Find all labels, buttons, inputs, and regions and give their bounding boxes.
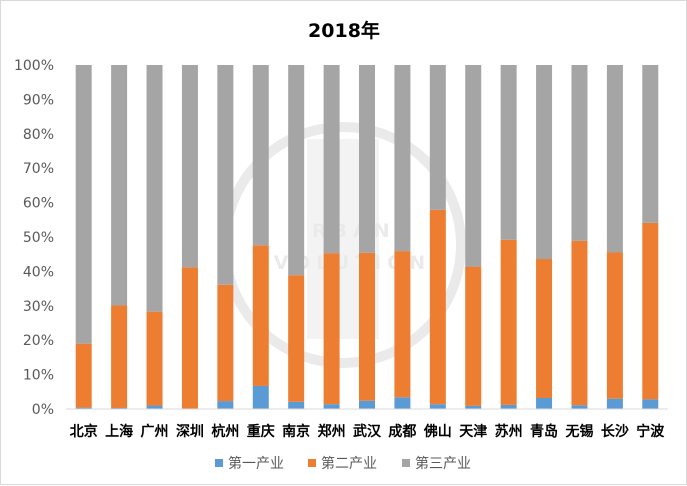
bar-segment <box>217 285 233 401</box>
bar-segment <box>359 253 375 401</box>
bar-segment <box>465 65 481 267</box>
x-tick-label: 武汉 <box>353 423 382 440</box>
x-tick-label: 苏州 <box>495 423 523 440</box>
bar-segment <box>430 404 446 409</box>
bar-segment <box>217 401 233 409</box>
y-tick-label: 30% <box>23 299 54 315</box>
y-tick-label: 20% <box>23 333 54 349</box>
bar-segment <box>571 405 587 409</box>
bar-segment <box>253 245 269 386</box>
bar-segment <box>394 251 410 397</box>
bar-segment <box>642 399 658 409</box>
legend-label: 第二产业 <box>321 455 377 472</box>
legend-label: 第三产业 <box>415 455 471 472</box>
bar-segment <box>536 259 552 398</box>
x-tick-label: 深圳 <box>176 423 204 440</box>
bar-segment <box>359 401 375 409</box>
bar-segment <box>607 399 623 409</box>
bar-segment <box>536 398 552 409</box>
y-tick-label: 0% <box>32 402 54 418</box>
bar-segment <box>147 65 163 312</box>
bar-segment <box>430 65 446 210</box>
bar-segment <box>182 65 198 267</box>
y-axis: 0% 10% 20% 30% 40% 50% 60% 70% 80% 90% 100% <box>14 58 54 418</box>
bar-segment <box>607 252 623 398</box>
x-axis: 北京上海广州深圳杭州重庆南京郑州武汉成都佛山天津苏州青岛无锡长沙宁波 <box>70 423 666 440</box>
x-tick-label: 青岛 <box>530 423 558 440</box>
bar-segment <box>536 65 552 259</box>
y-tick-label: 100% <box>14 58 54 74</box>
y-tick-label: 70% <box>23 161 54 177</box>
bar-segment <box>182 267 198 408</box>
x-tick-label: 宁波 <box>636 423 665 440</box>
bar-segment <box>288 402 304 409</box>
bar-segment <box>76 65 92 344</box>
y-tick-label: 80% <box>23 127 54 143</box>
bar-segment <box>111 305 127 408</box>
x-tick-label: 杭州 <box>211 423 239 440</box>
svg-text:URBAN: URBAN <box>290 220 395 242</box>
bar-segment <box>501 240 517 405</box>
bar-segment <box>76 344 92 408</box>
x-tick-label: 广州 <box>141 423 169 440</box>
bar-segment <box>147 312 163 406</box>
bar-segment <box>501 65 517 240</box>
x-tick-label: 成都 <box>388 423 416 440</box>
legend-swatch <box>308 459 316 467</box>
x-tick-label: 长沙 <box>601 423 629 440</box>
x-tick-label: 重庆 <box>247 423 275 440</box>
bar-segment <box>571 65 587 241</box>
legend-swatch <box>215 459 223 467</box>
x-tick-label: 无锡 <box>564 423 593 440</box>
bar-segment <box>501 405 517 409</box>
bar-segment <box>607 65 623 252</box>
x-tick-label: 郑州 <box>318 423 346 440</box>
bar-segment <box>642 65 658 223</box>
bar-segment <box>324 404 340 409</box>
bar-segment <box>288 65 304 275</box>
bar-segment <box>288 275 304 402</box>
bar-segment <box>430 210 446 404</box>
bars <box>76 65 659 409</box>
legend-swatch <box>402 459 410 467</box>
bar-segment <box>111 65 127 305</box>
bar-segment <box>217 65 233 285</box>
x-tick-label: 天津 <box>459 423 487 440</box>
chart-title: 2018年 <box>308 19 380 42</box>
legend: 第一产业 第二产业 第三产业 <box>215 455 471 472</box>
legend-label: 第一产业 <box>228 455 284 472</box>
y-tick-label: 40% <box>23 264 54 280</box>
bar-segment <box>253 386 269 409</box>
bar-segment <box>394 397 410 409</box>
bar-segment <box>642 223 658 399</box>
bar-segment <box>253 65 269 245</box>
bar-segment <box>147 406 163 409</box>
x-tick-label: 南京 <box>282 423 310 440</box>
x-tick-label: 上海 <box>105 423 133 440</box>
bar-segment <box>571 241 587 405</box>
bar-segment <box>465 267 481 406</box>
y-tick-label: 50% <box>23 230 54 246</box>
bar-segment <box>359 65 375 253</box>
x-tick-label: 佛山 <box>423 423 452 440</box>
bar-segment <box>324 253 340 404</box>
bar-segment <box>394 65 410 251</box>
y-tick-label: 90% <box>23 92 54 108</box>
bar-segment <box>324 65 340 253</box>
x-tick-label: 北京 <box>70 423 98 440</box>
y-tick-label: 60% <box>23 196 54 212</box>
y-tick-label: 10% <box>23 368 54 384</box>
